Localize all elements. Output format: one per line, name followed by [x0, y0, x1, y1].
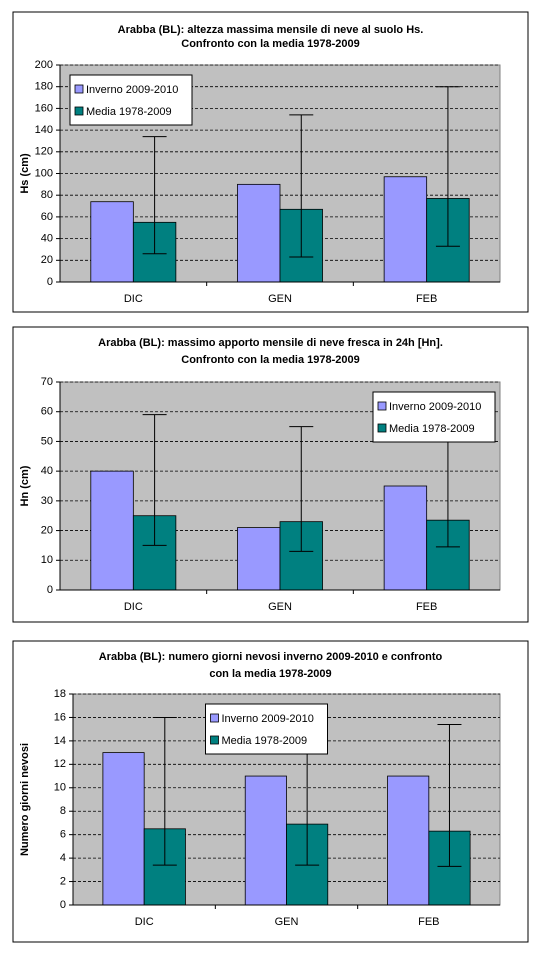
- bar: [383, 485, 428, 591]
- y-axis-label: Hn (cm): [19, 465, 31, 506]
- legend: [205, 703, 328, 755]
- bar: [102, 752, 145, 906]
- y-tick-label: 0: [47, 584, 53, 596]
- legend-label: Inverno 2009-2010: [389, 401, 481, 413]
- x-tick-label: GEN: [268, 601, 292, 613]
- legend-swatch: [377, 423, 387, 433]
- y-tick-label: 8: [60, 805, 66, 817]
- y-axis-label: Hs (cm): [19, 153, 31, 194]
- x-tick-label: FEB: [418, 916, 439, 928]
- legend-swatch: [377, 401, 387, 411]
- y-tick-label: 10: [54, 782, 66, 794]
- legend: [69, 74, 193, 126]
- chart-title: Confronto con la media 1978-2009: [181, 38, 360, 50]
- y-tick-label: 16: [54, 711, 66, 723]
- bar: [383, 176, 428, 283]
- x-tick-label: DIC: [124, 601, 143, 613]
- legend-swatch: [74, 106, 84, 116]
- bar: [387, 775, 430, 906]
- legend-label: Media 1978-2009: [222, 735, 308, 747]
- bar: [244, 775, 287, 906]
- y-tick-label: 160: [35, 102, 53, 114]
- y-tick-label: 40: [41, 233, 53, 245]
- y-tick-label: 50: [41, 435, 53, 447]
- y-tick-label: 2: [60, 875, 66, 887]
- legend-label: Media 1978-2009: [86, 106, 172, 118]
- y-tick-label: 0: [47, 276, 53, 288]
- y-tick-label: 40: [41, 465, 53, 477]
- legend-label: Media 1978-2009: [389, 423, 475, 435]
- y-tick-label: 14: [54, 735, 66, 747]
- bar: [237, 183, 281, 283]
- x-tick-label: DIC: [135, 916, 154, 928]
- x-tick-label: FEB: [416, 601, 437, 613]
- y-tick-label: 18: [54, 688, 66, 700]
- y-tick-label: 200: [35, 59, 53, 71]
- chart-title: Arabba (BL): altezza massima mensile di …: [118, 24, 424, 36]
- y-tick-label: 80: [41, 189, 53, 201]
- y-tick-label: 60: [41, 406, 53, 418]
- y-tick-label: 60: [41, 211, 53, 223]
- y-tick-label: 30: [41, 495, 53, 507]
- legend-swatch: [74, 84, 84, 94]
- y-tick-label: 10: [41, 554, 53, 566]
- x-tick-label: DIC: [124, 293, 143, 305]
- y-tick-label: 140: [35, 124, 53, 136]
- x-tick-label: GEN: [275, 916, 299, 928]
- y-tick-label: 12: [54, 758, 66, 770]
- x-tick-label: FEB: [416, 293, 437, 305]
- legend-swatch: [210, 713, 219, 723]
- chart-title: con la media 1978-2009: [209, 668, 331, 680]
- chart-title: Arabba (BL): massimo apporto mensile di …: [98, 337, 443, 349]
- y-tick-label: 20: [41, 254, 53, 266]
- y-axis-label: Numero giorni nevosi: [19, 743, 31, 856]
- x-tick-label: GEN: [268, 293, 292, 305]
- y-tick-label: 4: [60, 852, 66, 864]
- legend-swatch: [210, 735, 219, 745]
- y-tick-label: 120: [35, 146, 53, 158]
- bar: [90, 470, 134, 591]
- bar: [237, 527, 281, 591]
- y-tick-label: 20: [41, 524, 53, 536]
- y-tick-label: 70: [41, 376, 53, 388]
- y-tick-label: 100: [35, 167, 53, 179]
- legend-label: Inverno 2009-2010: [86, 84, 178, 96]
- chart-title: Arabba (BL): numero giorni nevosi invern…: [99, 651, 443, 663]
- bar: [90, 201, 134, 283]
- y-tick-label: 6: [60, 829, 66, 841]
- legend-label: Inverno 2009-2010: [222, 713, 314, 725]
- chart-title: Confronto con la media 1978-2009: [181, 354, 360, 366]
- legend: [372, 391, 496, 443]
- y-tick-label: 0: [60, 899, 66, 911]
- y-tick-label: 180: [35, 81, 53, 93]
